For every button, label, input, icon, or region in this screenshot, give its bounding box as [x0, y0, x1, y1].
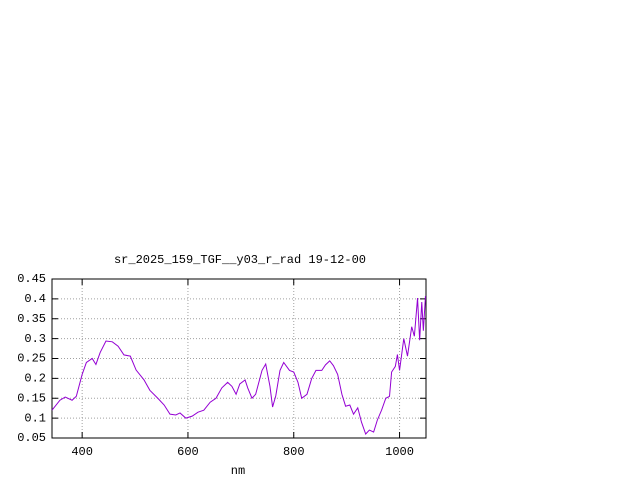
x-tick-label: 800	[283, 445, 305, 459]
y-tick-label: 0.05	[17, 431, 46, 445]
y-tick-label: 0.4	[24, 292, 46, 306]
y-tick-label: 0.3	[24, 332, 46, 346]
x-tick-label: 400	[71, 445, 93, 459]
y-tick-label: 0.25	[17, 352, 46, 366]
chart-title: sr_2025_159_TGF__y03_r_rad 19-12-00	[114, 253, 366, 267]
y-tick-label: 0.1	[24, 411, 46, 425]
x-axis-label: nm	[231, 464, 245, 478]
y-tick-label: 0.45	[17, 272, 46, 286]
x-tick-label: 600	[177, 445, 199, 459]
x-tick-label: 1000	[385, 445, 414, 459]
y-tick-label: 0.35	[17, 312, 46, 326]
data-line	[51, 296, 426, 435]
y-tick-label: 0.15	[17, 391, 46, 405]
plot-border	[51, 278, 427, 439]
y-tick-label: 0.2	[24, 372, 46, 386]
